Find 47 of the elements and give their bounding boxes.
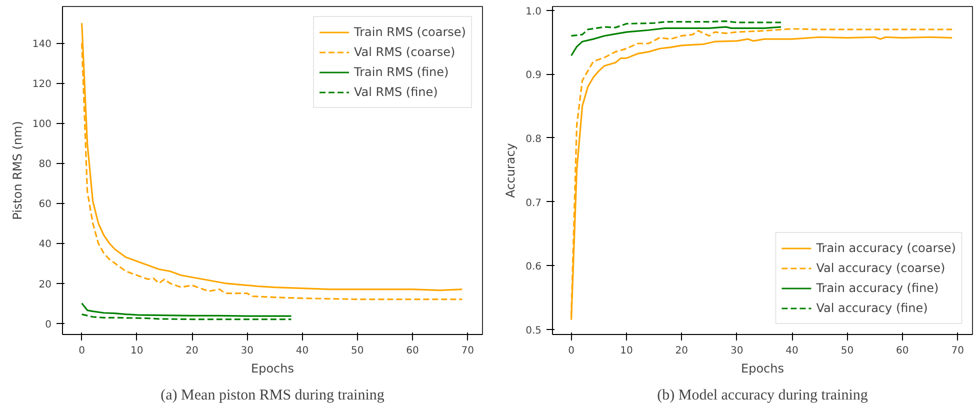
x-tick-label: 70 — [461, 346, 474, 356]
y-tick-label: 140 — [32, 39, 52, 50]
x-tick-label: 10 — [130, 346, 144, 356]
x-tick-label: 10 — [620, 346, 633, 356]
text: (b) Model accuracy during training — [657, 388, 868, 404]
y-tick-label: 0.6 — [526, 262, 542, 273]
legend-label: Train accuracy (coarse) — [816, 241, 956, 255]
x-tick-label: 30 — [240, 346, 254, 356]
y-tick-label: 0 — [45, 319, 52, 330]
legend-label: Val accuracy (fine) — [816, 301, 928, 315]
y-tick-label: 40 — [38, 239, 52, 250]
y-tick-label: 20 — [38, 279, 52, 290]
x-tick-label: 20 — [675, 346, 688, 356]
x-axis-title: Epochs — [741, 362, 784, 376]
y-tick-label: 100 — [32, 119, 52, 130]
line-series — [80, 302, 292, 317]
x-tick-label: 20 — [186, 346, 198, 356]
x-tick-label: 50 — [840, 346, 854, 356]
x-tick-label: 70 — [951, 346, 964, 356]
x-tick-label: 40 — [786, 346, 798, 356]
legend-label: Train RMS (fine) — [354, 65, 449, 79]
y-axis-title: Piston RMS (nm) — [10, 121, 24, 220]
x-tick-label: 0 — [568, 346, 574, 356]
y-tick-label: 0.9 — [526, 70, 542, 82]
x-tick-label: 30 — [730, 346, 744, 356]
text: (a) Mean piston RMS during training — [160, 388, 385, 404]
legend-label: Train accuracy (fine) — [816, 281, 939, 295]
y-axis-title: Accuracy — [504, 143, 518, 198]
legend-label: Train RMS (coarse) — [354, 25, 466, 39]
x-axis-title: Epochs — [251, 362, 294, 376]
x-tick-label: 50 — [351, 346, 364, 356]
y-tick-label: 60 — [38, 199, 52, 210]
y-tick-label: 1.0 — [526, 6, 542, 18]
y-tick-label: 120 — [32, 79, 52, 90]
y-tick-label: 0.7 — [526, 198, 542, 209]
x-tick-label: 40 — [296, 346, 309, 356]
y-tick-label: 80 — [38, 159, 52, 170]
x-tick-label: 60 — [896, 346, 909, 356]
line-series — [570, 26, 782, 56]
legend-label: Val RMS (fine) — [354, 85, 438, 99]
legend-label: Val accuracy (coarse) — [816, 261, 946, 275]
line-series — [570, 20, 782, 37]
x-tick-label: 60 — [406, 346, 419, 356]
legend-label: Val RMS (coarse) — [354, 45, 456, 59]
y-tick-label: 0.5 — [526, 325, 542, 336]
x-tick-label: 0 — [78, 346, 85, 356]
y-tick-label: 0.8 — [526, 134, 542, 145]
